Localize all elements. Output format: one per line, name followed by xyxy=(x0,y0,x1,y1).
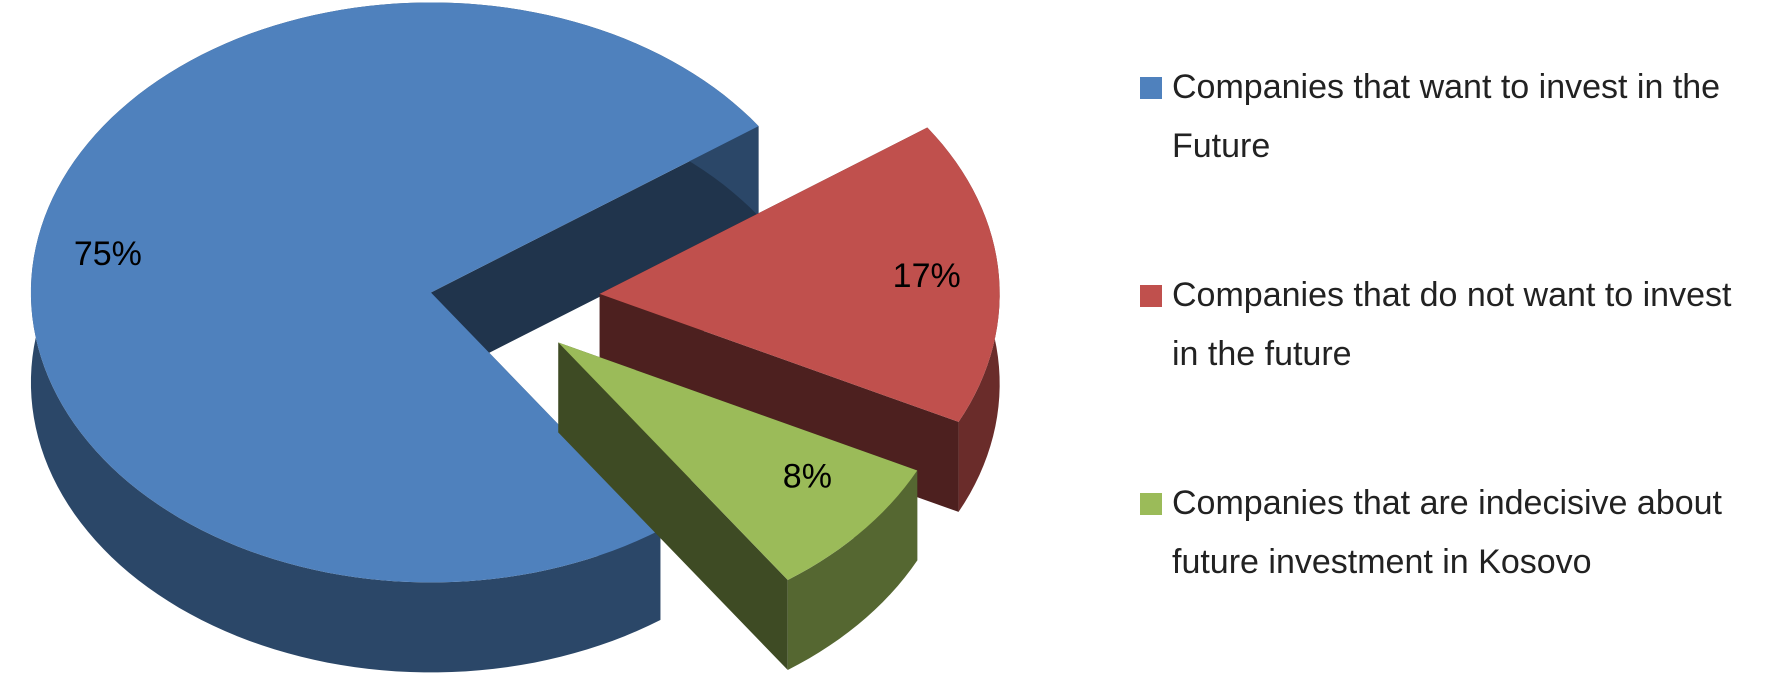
slice xyxy=(558,342,918,581)
legend-item: Companies that are indecisive about futu… xyxy=(1140,474,1760,592)
slice-side xyxy=(430,126,759,383)
data-label: 8% xyxy=(783,457,832,495)
legend-item: Companies that do not want to invest in … xyxy=(1140,266,1760,384)
slice-side xyxy=(787,470,918,671)
legend-label: Companies that are indecisive about futu… xyxy=(1172,484,1722,581)
slice xyxy=(30,2,759,583)
legend-swatch xyxy=(1140,493,1162,515)
slice-side xyxy=(558,342,788,671)
legend-swatch xyxy=(1140,285,1162,307)
data-label: 17% xyxy=(893,257,961,295)
data-label: 75% xyxy=(74,235,142,273)
legend-swatch xyxy=(1140,77,1162,99)
slice xyxy=(30,2,759,673)
legend: Companies that want to invest in the Fut… xyxy=(1140,58,1760,592)
legend-label: Companies that do not want to invest in … xyxy=(1172,276,1732,373)
chart: 75% 17% 8% xyxy=(30,2,1000,673)
slice xyxy=(599,127,1000,422)
legend-item: Companies that want to invest in the Fut… xyxy=(1140,58,1760,176)
slice xyxy=(558,342,918,671)
legend-label: Companies that want to invest in the Fut… xyxy=(1172,68,1721,165)
